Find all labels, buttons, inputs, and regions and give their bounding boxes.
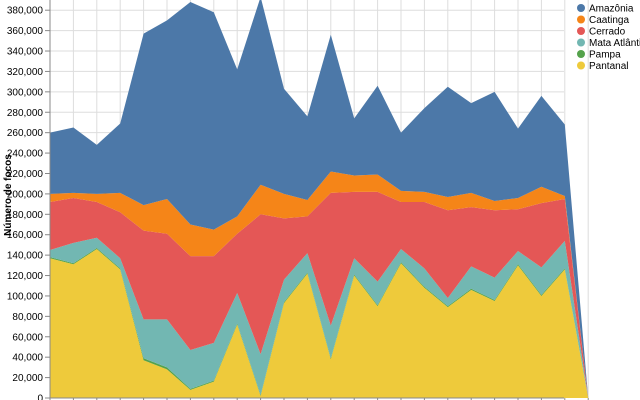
y-tick-label: 140,000	[7, 251, 44, 262]
y-tick-label: 260,000	[7, 128, 44, 139]
area-cerrado	[50, 191, 589, 398]
y-tick-label: 100,000	[7, 291, 44, 302]
y-tick-label: 200,000	[7, 189, 44, 200]
area-amazonia	[50, 0, 589, 398]
legend-symbol-cerrado	[577, 27, 585, 35]
legend-symbol-pantanal	[577, 61, 585, 70]
area-pantanal	[50, 249, 589, 398]
y-tick-label: 340,000	[7, 47, 44, 58]
legend-symbol-pampa	[577, 50, 585, 58]
legend-label-pantanal: Pantanal	[589, 61, 628, 72]
y-tick-label: 40,000	[12, 353, 43, 364]
y-tick-label: 160,000	[7, 230, 44, 241]
y-tick-label: 320,000	[7, 67, 44, 78]
y-tick-label: 380,000	[7, 6, 44, 17]
legend-label-cerrado: Cerrado	[589, 27, 626, 38]
legend-label-amazonia: Amazônia	[589, 4, 634, 15]
y-tick-label: 20,000	[12, 373, 43, 384]
y-tick-label: 220,000	[7, 169, 44, 180]
y-tick-label: 280,000	[7, 108, 44, 119]
legend-label-caatinga: Caatinga	[589, 15, 629, 26]
area-mata-atlantica	[50, 237, 589, 398]
y-axis: 0 20,000 40,000 60,000 80,000 100,000 120,000 1…	[7, 0, 51, 400]
y-tick-label: 240,000	[7, 149, 44, 160]
area-series-group	[50, 0, 589, 398]
legend-symbol-caatinga	[577, 15, 585, 24]
y-tick-label: 300,000	[7, 87, 44, 98]
legend-label-pampa: Pampa	[589, 50, 621, 61]
area-caatinga	[50, 171, 589, 398]
y-tick-label: 360,000	[7, 26, 44, 37]
legend-label-mata-atlantica: Mata Atlântica	[589, 38, 640, 49]
y-tick-label: 80,000	[12, 312, 43, 323]
y-tick-label: 0	[37, 394, 43, 400]
y-tick-label: 60,000	[12, 332, 43, 343]
y-axis-title: Número de focos	[3, 154, 14, 236]
x-axis	[49, 397, 589, 400]
y-tick-label: 180,000	[7, 210, 44, 221]
legend-symbol-mata-atlantica	[577, 38, 585, 47]
y-tick-label: 120,000	[7, 271, 44, 282]
legend-symbol-amazonia	[577, 4, 585, 12]
